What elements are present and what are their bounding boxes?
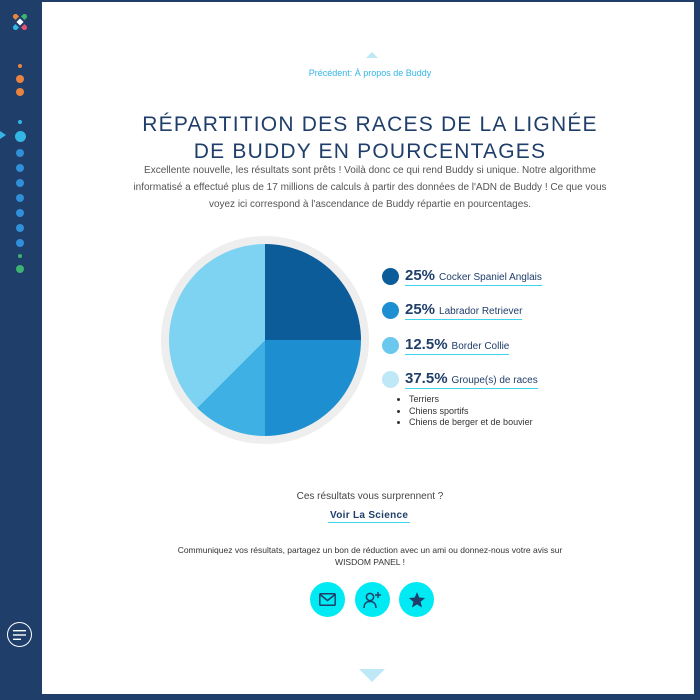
list-item: Chiens de berger et de bouvier bbox=[409, 417, 533, 429]
legend-breed-name: Labrador Retriever bbox=[439, 306, 523, 317]
active-indicator-arrow-icon bbox=[0, 131, 6, 139]
nav-section-dot[interactable] bbox=[16, 88, 24, 96]
results-card: Précédent: À propos de Buddy RÉPARTITION… bbox=[40, 0, 696, 696]
legend-breed-name: Border Collie bbox=[451, 340, 510, 352]
share-line-2: WISDOM PANEL ! bbox=[335, 557, 405, 567]
nav-section-dot[interactable] bbox=[16, 75, 24, 83]
breed-pie-chart bbox=[160, 235, 370, 445]
nav-section-dot[interactable] bbox=[16, 265, 24, 273]
feedback-button[interactable] bbox=[399, 582, 434, 617]
intro-paragraph: Excellente nouvelle, les résultats sont … bbox=[110, 162, 630, 213]
share-paragraph: Communiquez vos résultats, partagez un b… bbox=[132, 544, 608, 568]
legend-percent: 25% bbox=[405, 301, 436, 318]
nav-section-dot[interactable] bbox=[16, 239, 24, 247]
legend-swatch bbox=[382, 302, 399, 319]
see-science-link[interactable]: Voir La Science bbox=[328, 510, 411, 523]
nav-section-dot[interactable] bbox=[16, 209, 24, 217]
pie-chart-svg bbox=[161, 236, 369, 444]
legend-text[interactable]: 25% Labrador Retriever bbox=[405, 301, 523, 320]
hamburger-icon bbox=[13, 629, 26, 640]
legend-text[interactable]: 37.5% Groupe(s) de races bbox=[405, 370, 538, 389]
nav-section-dot[interactable] bbox=[16, 224, 24, 232]
breed-group-list: Terriers Chiens sportifs Chiens de berge… bbox=[397, 394, 533, 429]
pie-slice-1 bbox=[265, 340, 361, 436]
legend-item-labrador[interactable]: 25% Labrador Retriever bbox=[382, 299, 602, 323]
title-line-1: RÉPARTITION DES RACES DE LA LIGNÉE bbox=[142, 113, 598, 137]
intro-line-2: informatisé a effectué plus de 17 millio… bbox=[133, 182, 607, 193]
side-navigation bbox=[0, 0, 40, 700]
legend-item-breed-groups[interactable]: 37.5% Groupe(s) de races bbox=[382, 368, 602, 392]
share-email-button[interactable] bbox=[310, 582, 345, 617]
page-title: RÉPARTITION DES RACES DE LA LIGNÉE DE BU… bbox=[102, 111, 638, 165]
menu-button[interactable] bbox=[7, 622, 32, 647]
legend-percent: 12.5% bbox=[405, 335, 448, 353]
nav-section-dot[interactable] bbox=[14, 130, 26, 142]
list-item: Chiens sportifs bbox=[409, 406, 533, 418]
nav-section-dot[interactable] bbox=[18, 120, 22, 124]
chart-legend: 25% Cocker Spaniel Anglais 25% Labrador … bbox=[382, 264, 602, 402]
legend-item-cocker[interactable]: 25% Cocker Spaniel Anglais bbox=[382, 264, 602, 288]
legend-swatch bbox=[382, 336, 399, 354]
legend-text[interactable]: 25% Cocker Spaniel Anglais bbox=[405, 267, 542, 286]
legend-percent: 37.5% bbox=[405, 370, 448, 387]
legend-percent: 25% bbox=[405, 266, 436, 284]
previous-section-link[interactable]: Précédent: À propos de Buddy bbox=[308, 68, 432, 78]
nav-section-dot[interactable] bbox=[16, 149, 24, 157]
legend-swatch bbox=[382, 267, 399, 285]
intro-line-1: Excellente nouvelle, les résultats sont … bbox=[144, 165, 596, 176]
email-icon bbox=[319, 593, 336, 606]
brand-logo-icon[interactable] bbox=[13, 14, 27, 30]
nav-section-dot[interactable] bbox=[18, 64, 22, 68]
pie-slice-2 bbox=[197, 340, 265, 436]
legend-item-border-collie[interactable]: 12.5% Border Collie bbox=[382, 333, 602, 357]
nav-section-dot[interactable] bbox=[16, 164, 24, 172]
legend-breed-name: Cocker Spaniel Anglais bbox=[439, 271, 542, 283]
nav-section-dot[interactable] bbox=[16, 179, 24, 187]
scroll-up-arrow-icon[interactable] bbox=[366, 52, 378, 58]
pie-slice-0 bbox=[265, 244, 361, 340]
surprise-question: Ces résultats vous surprennent ? bbox=[296, 491, 444, 502]
nav-section-dot[interactable] bbox=[18, 254, 22, 258]
scroll-down-arrow-icon[interactable] bbox=[359, 669, 385, 682]
legend-swatch bbox=[382, 371, 399, 388]
add-friend-icon bbox=[363, 591, 381, 608]
intro-line-3: voyez ici correspond à l'ascendance de B… bbox=[208, 199, 532, 210]
legend-text[interactable]: 12.5% Border Collie bbox=[405, 335, 510, 355]
title-line-2: DE BUDDY EN POURCENTAGES bbox=[193, 140, 547, 164]
pie-slice-3 bbox=[168, 244, 265, 408]
list-item: Terriers bbox=[409, 394, 533, 406]
legend-breed-name: Groupe(s) de races bbox=[451, 375, 538, 386]
star-icon bbox=[408, 591, 425, 607]
nav-section-dot[interactable] bbox=[16, 194, 24, 202]
share-friend-button[interactable] bbox=[355, 582, 390, 617]
share-line-1: Communiquez vos résultats, partagez un b… bbox=[177, 545, 563, 555]
